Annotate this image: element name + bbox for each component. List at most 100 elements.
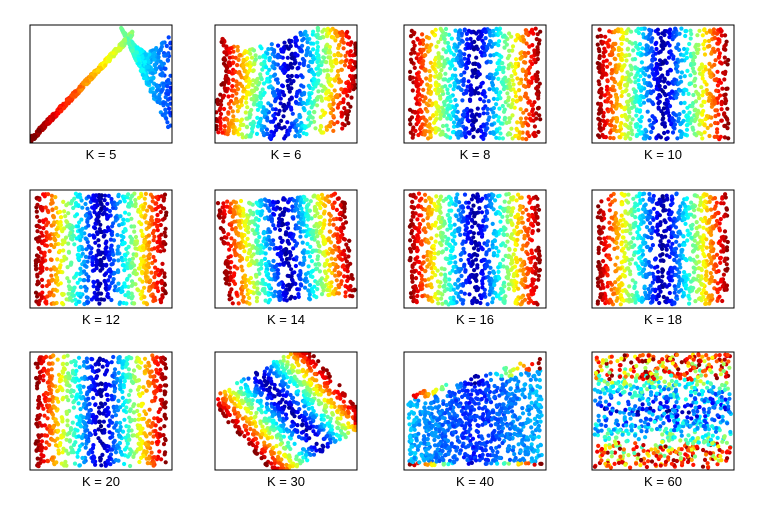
scatter-point [45, 120, 50, 125]
scatter-point [726, 121, 731, 126]
scatter-point [510, 44, 516, 49]
scatter-point [666, 81, 672, 86]
scatter-point [626, 125, 631, 130]
scatter-point [535, 89, 541, 94]
scatter-point [410, 47, 415, 52]
scatter-point [290, 51, 295, 57]
scatter-point [440, 55, 445, 60]
scatter-point [681, 109, 686, 114]
scatter-point [60, 301, 65, 306]
scatter-point [481, 99, 487, 104]
scatter-point [706, 38, 712, 44]
scatter-point [335, 73, 341, 78]
scatter-point [454, 114, 459, 120]
scatter-point [93, 240, 98, 245]
scatter-point [134, 45, 139, 50]
scatter-point [641, 95, 646, 100]
scatter-point [121, 263, 126, 268]
scatter-point [686, 91, 691, 96]
scatter-point [712, 62, 717, 67]
scatter-point [83, 213, 88, 218]
scatter-point [252, 284, 257, 290]
scatter-point [699, 85, 704, 90]
scatter-point [527, 44, 532, 49]
scatter-point [599, 34, 604, 39]
scatter-point [616, 64, 621, 69]
scatter-point [57, 248, 62, 254]
scatter-point [301, 106, 306, 111]
scatter-point [470, 112, 475, 117]
scatter-point [605, 99, 610, 104]
scatter-point [415, 114, 421, 119]
scatter-point [675, 69, 680, 74]
scatter-point [494, 87, 499, 92]
scatter-point [272, 116, 278, 121]
scatter-point [140, 55, 145, 61]
scatter-point [115, 201, 120, 206]
scatter-point [518, 97, 523, 102]
scatter-point [33, 290, 39, 295]
scatter-point [82, 284, 88, 289]
scatter-point [227, 46, 232, 51]
scatter-point [625, 117, 630, 122]
scatter-point [295, 74, 300, 79]
scatter-point [342, 237, 347, 242]
scatter-point [447, 32, 452, 37]
scatter-point [139, 193, 144, 199]
scatter-point [439, 130, 444, 136]
scatter-point [601, 114, 606, 119]
panel-caption: K = 12 [82, 312, 120, 327]
scatter-point [348, 53, 353, 58]
scatter-point [597, 69, 602, 74]
scatter-point [707, 91, 712, 96]
scatter-point [228, 121, 233, 126]
scatter-point [463, 127, 468, 132]
scatter-point [146, 288, 152, 293]
scatter-point [719, 33, 724, 38]
scatter-point [436, 88, 441, 94]
scatter-point [269, 42, 274, 47]
scatter-point [631, 48, 636, 53]
scatter-point [261, 105, 266, 110]
scatter-point [64, 102, 69, 107]
scatter-point [411, 32, 416, 37]
scatter-point [524, 28, 529, 33]
scatter-point [645, 90, 650, 95]
scatter-point [659, 43, 664, 49]
scatter-point [523, 60, 528, 65]
scatter-point [526, 79, 532, 84]
scatter-point [597, 125, 603, 130]
scatter-point [315, 40, 320, 45]
scatter-point [54, 205, 59, 211]
scatter-point [491, 42, 496, 47]
scatter-point [611, 77, 616, 82]
scatter-point [103, 241, 108, 246]
scatter-point [261, 110, 266, 115]
scatter-point [36, 254, 41, 259]
scatter-point [520, 136, 525, 141]
scatter-point [478, 33, 483, 39]
scatter-point [293, 100, 299, 105]
scatter-point [462, 70, 467, 75]
scatter-point [518, 56, 523, 61]
scatter-point [655, 71, 660, 76]
scatter-point [119, 233, 124, 238]
scatter-point [634, 122, 640, 127]
panel-frame [29, 24, 173, 144]
scatter-point [328, 120, 333, 125]
scatter-point [77, 220, 82, 225]
scatter-point [632, 57, 638, 62]
scatter-point [445, 40, 451, 46]
scatter-point [663, 110, 669, 115]
scatter-point [133, 272, 138, 277]
scatter-point [46, 192, 51, 197]
scatter-point [116, 269, 121, 275]
scatter-point [287, 38, 292, 43]
scatter-point [630, 117, 635, 122]
scatter-point [67, 295, 73, 300]
scatter-point [272, 50, 277, 55]
scatter-point [280, 84, 286, 89]
scatter-point [342, 123, 347, 128]
scatter-point [611, 47, 617, 52]
scatter-point [312, 72, 317, 77]
